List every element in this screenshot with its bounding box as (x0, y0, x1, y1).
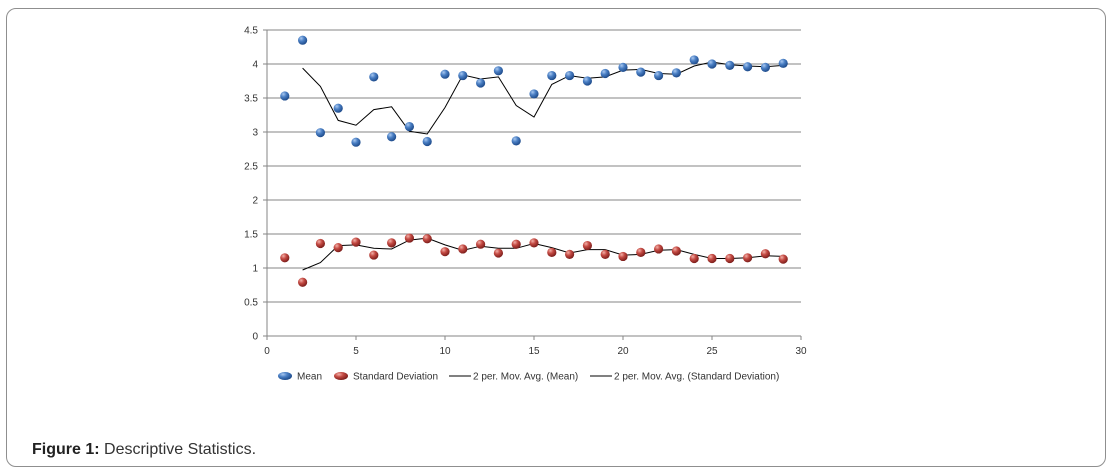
series-line-2 (302, 61, 784, 135)
mean-point (280, 91, 290, 101)
y-tick-label: 3 (252, 128, 258, 139)
y-tick-label: 4 (252, 60, 258, 71)
mean-point (315, 128, 325, 138)
mean-point (422, 136, 432, 147)
mean-point (618, 62, 628, 72)
std-dev-point (493, 248, 503, 258)
mean-point (582, 76, 593, 86)
std-dev-point (476, 239, 486, 249)
std-dev-point (422, 234, 432, 244)
caption-text: Descriptive Statistics. (99, 441, 257, 458)
std-dev-point (369, 250, 379, 260)
std-dev-point (458, 244, 468, 254)
std-dev-point (298, 277, 308, 287)
std-dev-point (582, 240, 593, 251)
x-tick-label: 25 (706, 346, 718, 357)
std-dev-point (565, 249, 575, 259)
y-tick-label: 1 (252, 264, 258, 275)
std-dev-point (636, 247, 646, 257)
std-dev-point (387, 238, 397, 248)
mean-point (760, 62, 771, 72)
mean-point (600, 68, 610, 79)
std-dev-point (440, 247, 450, 257)
figure-frame (6, 8, 1106, 467)
series-line-3 (302, 237, 784, 271)
mean-point (778, 58, 788, 68)
mean-point (333, 103, 343, 113)
mean-point (387, 132, 397, 142)
std-dev-point (351, 237, 361, 247)
legend-label-2: 2 per. Mov. Avg. (Mean) (473, 372, 578, 383)
mean-point (298, 35, 308, 45)
legend-marker-1 (334, 372, 348, 380)
mean-point (493, 66, 503, 76)
mean-point (369, 72, 379, 82)
y-tick-label: 3.5 (244, 94, 258, 105)
std-dev-point (671, 246, 682, 256)
legend-marker-0 (278, 372, 292, 380)
std-dev-point (404, 233, 414, 243)
y-tick-label: 1.5 (244, 230, 258, 241)
std-dev-point (547, 247, 557, 257)
mean-point (689, 55, 699, 65)
y-tick-label: 2 (252, 196, 258, 207)
mean-point (529, 89, 539, 99)
std-dev-point (280, 253, 290, 263)
legend-label-0: Mean (297, 372, 322, 383)
std-dev-point (511, 239, 521, 249)
mean-point (440, 69, 450, 79)
std-dev-point (600, 249, 610, 259)
x-tick-label: 15 (528, 346, 540, 357)
mean-point (476, 78, 486, 88)
mean-point (636, 67, 646, 77)
legend-label-1: Standard Deviation (353, 372, 438, 383)
mean-point (743, 62, 753, 72)
std-dev-point (707, 253, 717, 264)
std-dev-point (333, 243, 343, 253)
x-tick-label: 5 (353, 346, 359, 357)
y-tick-label: 4.5 (244, 26, 258, 37)
mean-point (458, 70, 468, 81)
std-dev-point (315, 238, 325, 249)
std-dev-point (618, 251, 628, 262)
mean-point (671, 68, 682, 78)
mean-point (511, 136, 521, 146)
mean-point (565, 70, 575, 81)
std-dev-point (760, 249, 771, 259)
mean-point (725, 60, 735, 70)
x-tick-label: 20 (617, 346, 629, 357)
std-dev-point (778, 254, 788, 264)
std-dev-point (529, 238, 539, 248)
x-tick-label: 0 (264, 346, 270, 357)
y-tick-label: 2.5 (244, 162, 258, 173)
std-dev-point (654, 244, 664, 254)
x-tick-label: 10 (439, 346, 451, 357)
x-tick-label: 30 (795, 346, 807, 357)
std-dev-point (689, 253, 699, 264)
y-tick-label: 0 (252, 332, 258, 343)
y-tick-label: 0.5 (244, 298, 258, 309)
mean-point (404, 121, 414, 132)
mean-point (707, 59, 717, 69)
mean-point (654, 70, 664, 81)
figure-caption: Figure 1: Descriptive Statistics. (32, 441, 256, 459)
std-dev-point (743, 253, 753, 263)
mean-point (351, 137, 361, 147)
caption-label: Figure 1: (32, 441, 100, 458)
mean-point (547, 70, 557, 81)
legend-label-3: 2 per. Mov. Avg. (Standard Deviation) (614, 372, 779, 383)
std-dev-point (725, 253, 735, 264)
